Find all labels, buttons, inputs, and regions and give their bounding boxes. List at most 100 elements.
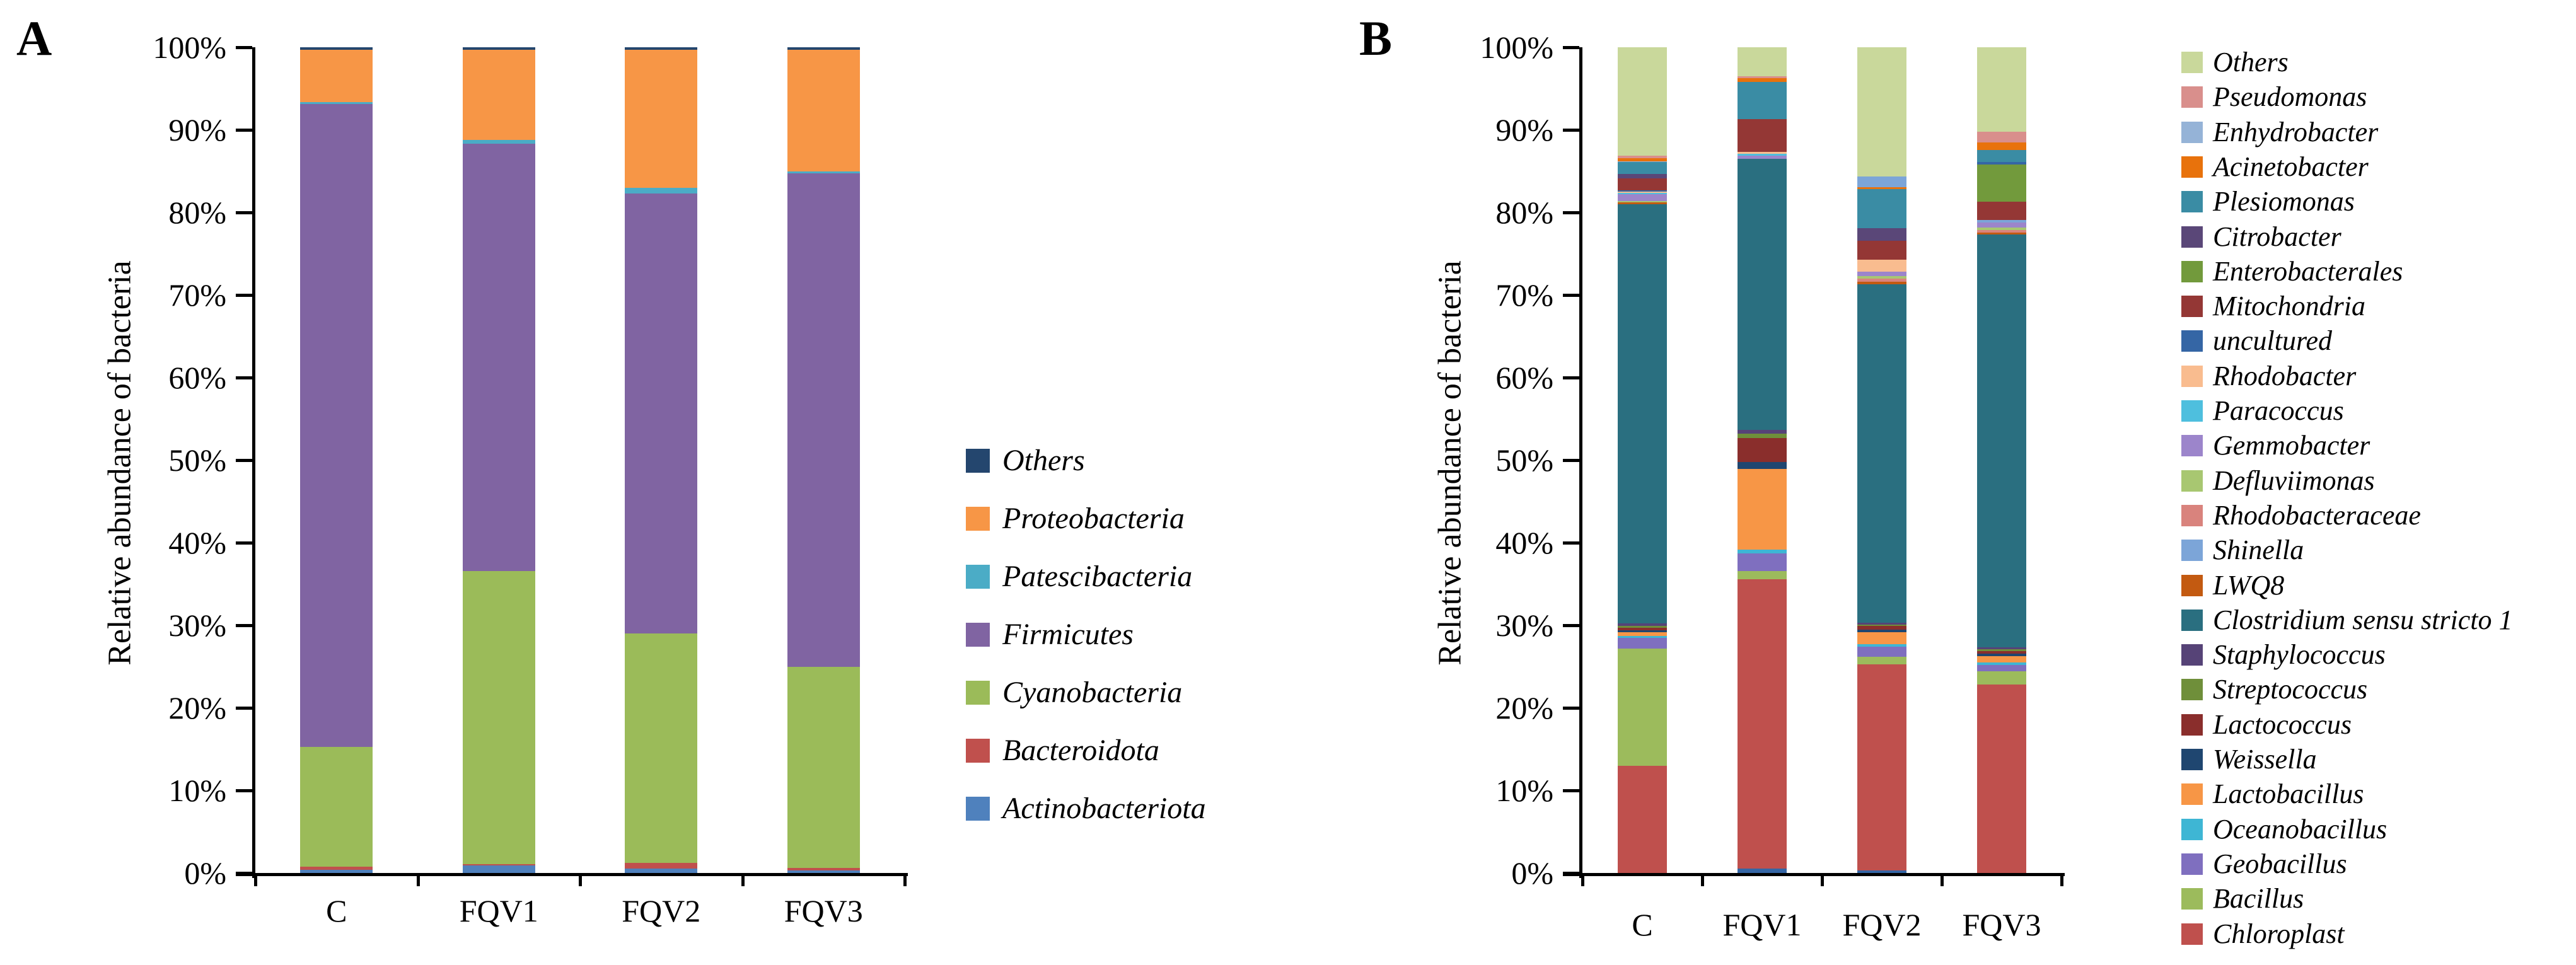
legend-item-clostridium-sensu-stricto-1: Clostridium sensu stricto 1 xyxy=(2181,606,2513,633)
x-category-label-fqv1: FQV1 xyxy=(1722,907,1802,942)
bar-segment-chloroplast xyxy=(1618,765,1667,873)
legend-swatch-pseudomonas xyxy=(2181,86,2203,108)
bar-segment-firmicutes xyxy=(787,173,860,667)
bar-segment-patescibacteria xyxy=(300,101,373,105)
bar-segment-bacillus xyxy=(1738,570,1787,579)
bar-segment-shinella xyxy=(1857,176,1906,188)
y-tick-label: 90% xyxy=(168,112,226,147)
x-axis-tick xyxy=(416,873,420,886)
x-axis-tick xyxy=(903,873,907,886)
legend-item-firmicutes: Firmicutes xyxy=(966,620,1134,650)
bar-segment-bacteroidota xyxy=(462,864,535,866)
bar-segment-oceanobacillus xyxy=(1857,644,1906,647)
x-category-label-c: C xyxy=(1632,907,1653,942)
legend-item-patescibacteria: Patescibacteria xyxy=(966,560,1193,593)
legend-label-shinella: Shinella xyxy=(2213,535,2304,566)
legend-swatch-geobacillus xyxy=(2181,853,2203,875)
bar-segment-clostridium-sensu-stricto-1 xyxy=(1738,158,1787,430)
bar-segment-citrobacter xyxy=(1618,173,1667,178)
bar-segment-lactococcus xyxy=(1977,650,2026,654)
legend-swatch-staphylococcus xyxy=(2181,644,2203,666)
panel-b-letter: B xyxy=(1359,11,1393,66)
legend-label-paracoccus: Paracoccus xyxy=(2213,395,2344,426)
bar-segment-bacteroidota xyxy=(625,863,698,869)
legend-item-uncultured: uncultured xyxy=(2181,327,2332,355)
legend-label-rhodobacter: Rhodobacter xyxy=(2213,360,2357,391)
y-axis-tick xyxy=(236,129,252,132)
bar-segment-proteobacteria xyxy=(462,49,535,140)
bar-segment-gemmobacter xyxy=(1618,194,1667,202)
legend-swatch-uncultured xyxy=(2181,330,2203,352)
bar-segment-citrobacter xyxy=(1857,228,1906,241)
bar-segment-rhodobacteraceae xyxy=(1977,229,2026,233)
bar-segment-firmicutes xyxy=(625,193,698,634)
y-axis-tick xyxy=(236,376,252,379)
legend-item-citrobacter: Citrobacter xyxy=(2181,222,2341,250)
legend-label-cyanobacteria: Cyanobacteria xyxy=(1002,676,1183,709)
bar-segment-lactococcus xyxy=(1618,627,1667,630)
legend-item-gemmobacter: Gemmobacter xyxy=(2181,432,2370,459)
legend-item-lactobacillus: Lactobacillus xyxy=(2181,780,2364,808)
bar-segment-defluviimonas xyxy=(1618,201,1667,203)
legend-item-pseudomonas: Pseudomonas xyxy=(2181,83,2367,111)
bar-fqv2 xyxy=(625,47,698,873)
bar-segment-gemmobacter xyxy=(1977,222,2026,228)
bar-c xyxy=(300,47,373,873)
y-tick-label: 0% xyxy=(184,855,226,891)
legend-item-others: Others xyxy=(966,446,1085,476)
y-axis-tick xyxy=(1563,46,1579,49)
x-category-label-fqv2: FQV2 xyxy=(622,893,701,928)
y-tick-label: 40% xyxy=(1495,525,1553,560)
legend-label-plesiomonas: Plesiomonas xyxy=(2213,186,2355,217)
legend-item-bacteroidota: Bacteroidota xyxy=(966,736,1159,766)
bar-segment-others xyxy=(1857,47,1906,176)
bar-segment-enhydrobacter xyxy=(1618,161,1667,163)
bar-segment-lwq8 xyxy=(1977,232,2026,235)
bar-segment-proteobacteria xyxy=(300,49,373,102)
bar-segment-rhodobacter xyxy=(1738,152,1787,154)
y-axis-line xyxy=(1579,47,1582,878)
legend-label-acinetobacter: Acinetobacter xyxy=(2213,151,2369,182)
legend-label-geobacillus: Geobacillus xyxy=(2213,848,2347,879)
legend-label-clostridium-sensu-stricto-1: Clostridium sensu stricto 1 xyxy=(2213,604,2513,635)
bar-segment-staphylococcus xyxy=(1977,647,2026,650)
legend-label-actinobacteriota: Actinobacteriota xyxy=(1002,792,1206,825)
bar-segment-actinobacteriota xyxy=(300,869,373,873)
bar-segment-patescibacteria xyxy=(625,187,698,194)
legend-item-oceanobacillus: Oceanobacillus xyxy=(2181,815,2387,843)
bar-segment-defluviimonas xyxy=(1857,275,1906,279)
y-axis-line xyxy=(252,47,255,878)
legend-item-paracoccus: Paracoccus xyxy=(2181,395,2344,426)
legend-label-lwq8: LWQ8 xyxy=(2213,569,2285,601)
legend-swatch-cyanobacteria xyxy=(966,681,990,705)
bar-fqv3 xyxy=(787,47,860,873)
legend-label-streptococcus: Streptococcus xyxy=(2213,674,2368,705)
bar-segment-staphylococcus xyxy=(1618,623,1667,627)
legend-item-others: Others xyxy=(2181,49,2289,76)
bar-segment-proteobacteria xyxy=(787,49,860,171)
bar-segment-rhodobacter xyxy=(1857,259,1906,272)
y-axis-tick xyxy=(236,707,252,710)
legend-label-defluviimonas: Defluviimonas xyxy=(2213,465,2375,496)
bar-segment-acinetobacter xyxy=(1618,158,1667,161)
y-axis-tick xyxy=(1563,872,1579,875)
y-axis-tick xyxy=(236,789,252,792)
legend-label-proteobacteria: Proteobacteria xyxy=(1002,502,1185,535)
bar-segment-firmicutes xyxy=(300,104,373,747)
bar-segment-lactococcus xyxy=(1738,437,1787,462)
legend-label-enterobacterales: Enterobacterales xyxy=(2213,255,2403,287)
y-tick-label: 60% xyxy=(168,360,226,395)
legend-swatch-defluviimonas xyxy=(2181,470,2203,492)
bar-segment-rhodobacter xyxy=(1618,192,1667,194)
legend-item-rhodobacteraceae: Rhodobacteraceae xyxy=(2181,501,2421,529)
bar-segment-mitochondria xyxy=(1977,202,2026,220)
y-axis-tick xyxy=(236,624,252,627)
legend-label-patescibacteria: Patescibacteria xyxy=(1002,560,1193,593)
bar-segment-acinetobacter xyxy=(1738,78,1787,83)
x-axis-tick xyxy=(1701,873,1704,886)
legend-item-mitochondria: Mitochondria xyxy=(2181,292,2365,320)
bar-segment-plesiomonas xyxy=(1618,162,1667,174)
bar-segment-lactobacillus xyxy=(1857,632,1906,645)
bar-segment-clostridium-sensu-stricto-1 xyxy=(1618,204,1667,624)
